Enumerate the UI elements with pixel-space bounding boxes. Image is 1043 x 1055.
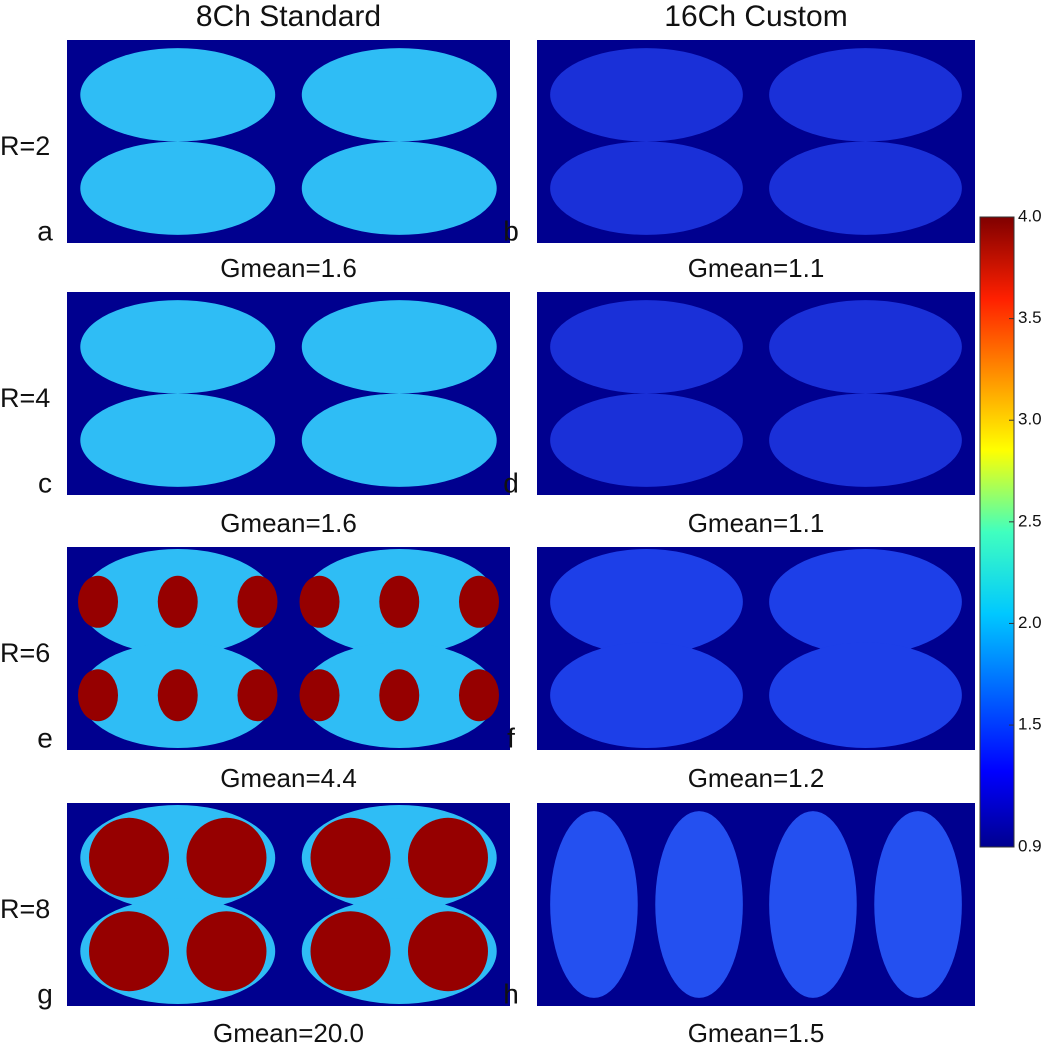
panel-letter: h [503, 978, 519, 1009]
object-region [550, 811, 638, 998]
hot-spot [89, 817, 170, 898]
object-region [80, 48, 276, 142]
hot-spot [78, 575, 119, 628]
column-header: 8Ch Standard [196, 0, 381, 33]
colorbar-tick-label: 0.9 [1018, 836, 1042, 855]
object-region [80, 300, 276, 394]
hot-spot [157, 669, 198, 722]
object-region [655, 811, 743, 998]
hot-spot [186, 911, 267, 992]
gmean-label: Gmean=1.5 [688, 1018, 825, 1048]
map-panel [537, 547, 975, 750]
colorbar-tick-label: 3.0 [1018, 410, 1042, 429]
panel-letter: a [37, 215, 53, 246]
colorbar-tick-label: 4.0 [1018, 206, 1042, 225]
object-region [550, 642, 743, 748]
object-region [769, 48, 962, 142]
object-region [550, 549, 743, 655]
map-panel [67, 547, 510, 750]
object-region [769, 393, 962, 487]
panel-letter: c [38, 467, 52, 498]
column-header: 16Ch Custom [664, 0, 847, 33]
hot-spot [379, 669, 420, 722]
gmean-label: Gmean=1.6 [220, 253, 357, 283]
object-region [80, 393, 276, 487]
object-region [301, 300, 497, 394]
map-panel [537, 803, 975, 1006]
row-label: R=6 [0, 638, 50, 668]
hot-spot [78, 669, 119, 722]
colorbar-tick-label: 2.0 [1018, 613, 1042, 632]
hot-spot [458, 575, 499, 628]
panel-letter: f [507, 722, 515, 753]
row-label: R=4 [0, 383, 50, 413]
object-region [550, 141, 743, 235]
object-region [301, 141, 497, 235]
gmean-label: Gmean=1.1 [688, 253, 825, 283]
object-region [550, 48, 743, 142]
object-region [769, 300, 962, 394]
hot-spot [310, 911, 391, 992]
map-panel [67, 292, 510, 495]
object-region [874, 811, 962, 998]
object-region [769, 141, 962, 235]
hot-spot [407, 817, 488, 898]
object-region [301, 393, 497, 487]
panel-letter: e [37, 722, 53, 753]
object-region [550, 300, 743, 394]
map-panel [537, 40, 975, 243]
hot-spot [186, 817, 267, 898]
hot-spot [299, 669, 340, 722]
hot-spot [299, 575, 340, 628]
map-panel [67, 40, 510, 243]
gmean-label: Gmean=1.2 [688, 763, 825, 793]
object-region [80, 141, 276, 235]
panel-letter: d [503, 467, 519, 498]
object-region [769, 549, 962, 655]
hot-spot [157, 575, 198, 628]
gmean-label: Gmean=1.1 [688, 508, 825, 538]
hot-spot [379, 575, 420, 628]
map-panel [537, 292, 975, 495]
hot-spot [237, 669, 278, 722]
object-region [301, 48, 497, 142]
colorbar-tick-label: 2.5 [1018, 511, 1042, 530]
hot-spot [407, 911, 488, 992]
row-label: R=8 [0, 894, 50, 924]
hot-spot [237, 575, 278, 628]
colorbar [979, 216, 1015, 848]
row-label: R=2 [0, 131, 50, 161]
colorbar-tick-label: 1.5 [1018, 715, 1042, 734]
map-panel [67, 803, 510, 1006]
object-region [769, 642, 962, 748]
gmean-label: Gmean=4.4 [220, 763, 357, 793]
panel-letter: b [503, 215, 519, 246]
panel-letter: g [37, 978, 53, 1009]
gmean-label: Gmean=1.6 [220, 508, 357, 538]
hot-spot [458, 669, 499, 722]
gmean-label: Gmean=20.0 [213, 1018, 364, 1048]
object-region [769, 811, 857, 998]
hot-spot [310, 817, 391, 898]
colorbar-tick-label: 3.5 [1018, 308, 1042, 327]
object-region [550, 393, 743, 487]
hot-spot [89, 911, 170, 992]
